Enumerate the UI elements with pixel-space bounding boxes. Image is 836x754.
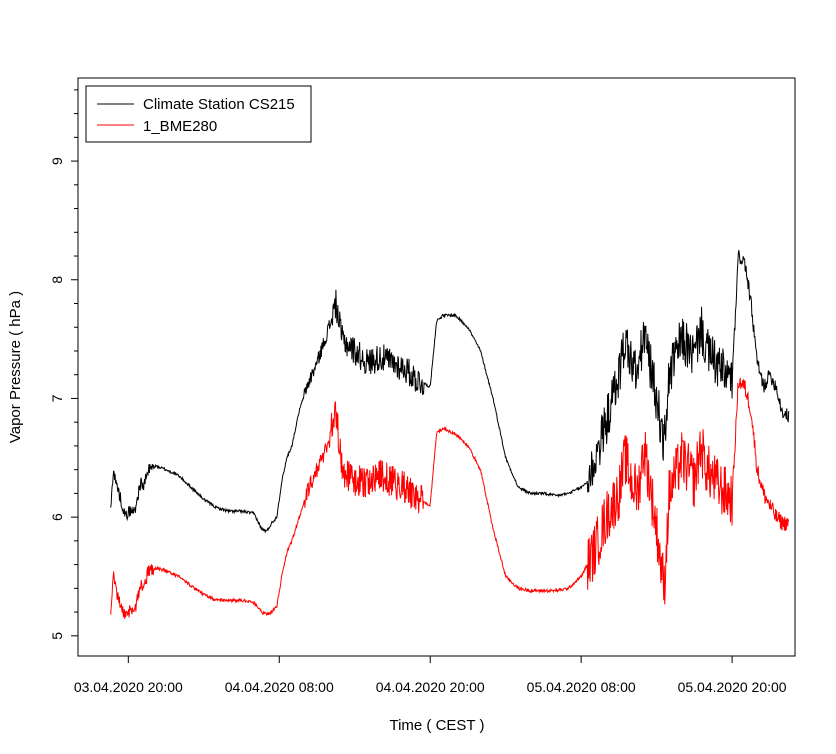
y-axis: 5 6 7 8 9	[49, 89, 78, 640]
x-tick-label: 04.04.2020 20:00	[376, 679, 485, 695]
series-line-bme280	[110, 377, 790, 620]
series-layer	[110, 250, 790, 620]
series-line-cs215	[110, 250, 790, 534]
x-tick-label: 03.04.2020 20:00	[74, 679, 183, 695]
y-tick-label: 7	[49, 394, 65, 402]
legend: Climate Station CS215 1_BME280	[85, 85, 312, 143]
y-tick-label: 9	[49, 157, 65, 165]
y-tick-label: 6	[49, 513, 65, 521]
x-axis: 03.04.2020 20:00 04.04.2020 08:00 04.04.20…	[74, 656, 787, 695]
legend-label-cs215: Climate Station CS215	[143, 96, 295, 113]
x-tick-label: 04.04.2020 08:00	[225, 679, 334, 695]
x-axis-title: Time ( CEST )	[389, 717, 484, 734]
y-tick-label: 8	[49, 276, 65, 284]
legend-box	[85, 85, 312, 143]
plot-frame	[77, 77, 796, 657]
y-tick-label: 5	[49, 632, 65, 640]
x-tick-label: 05.04.2020 20:00	[678, 679, 787, 695]
legend-label-bme280: 1_BME280	[143, 118, 217, 135]
y-axis-title: Vapor Pressure ( hPa )	[7, 291, 24, 443]
x-tick-label: 05.04.2020 08:00	[527, 679, 636, 695]
